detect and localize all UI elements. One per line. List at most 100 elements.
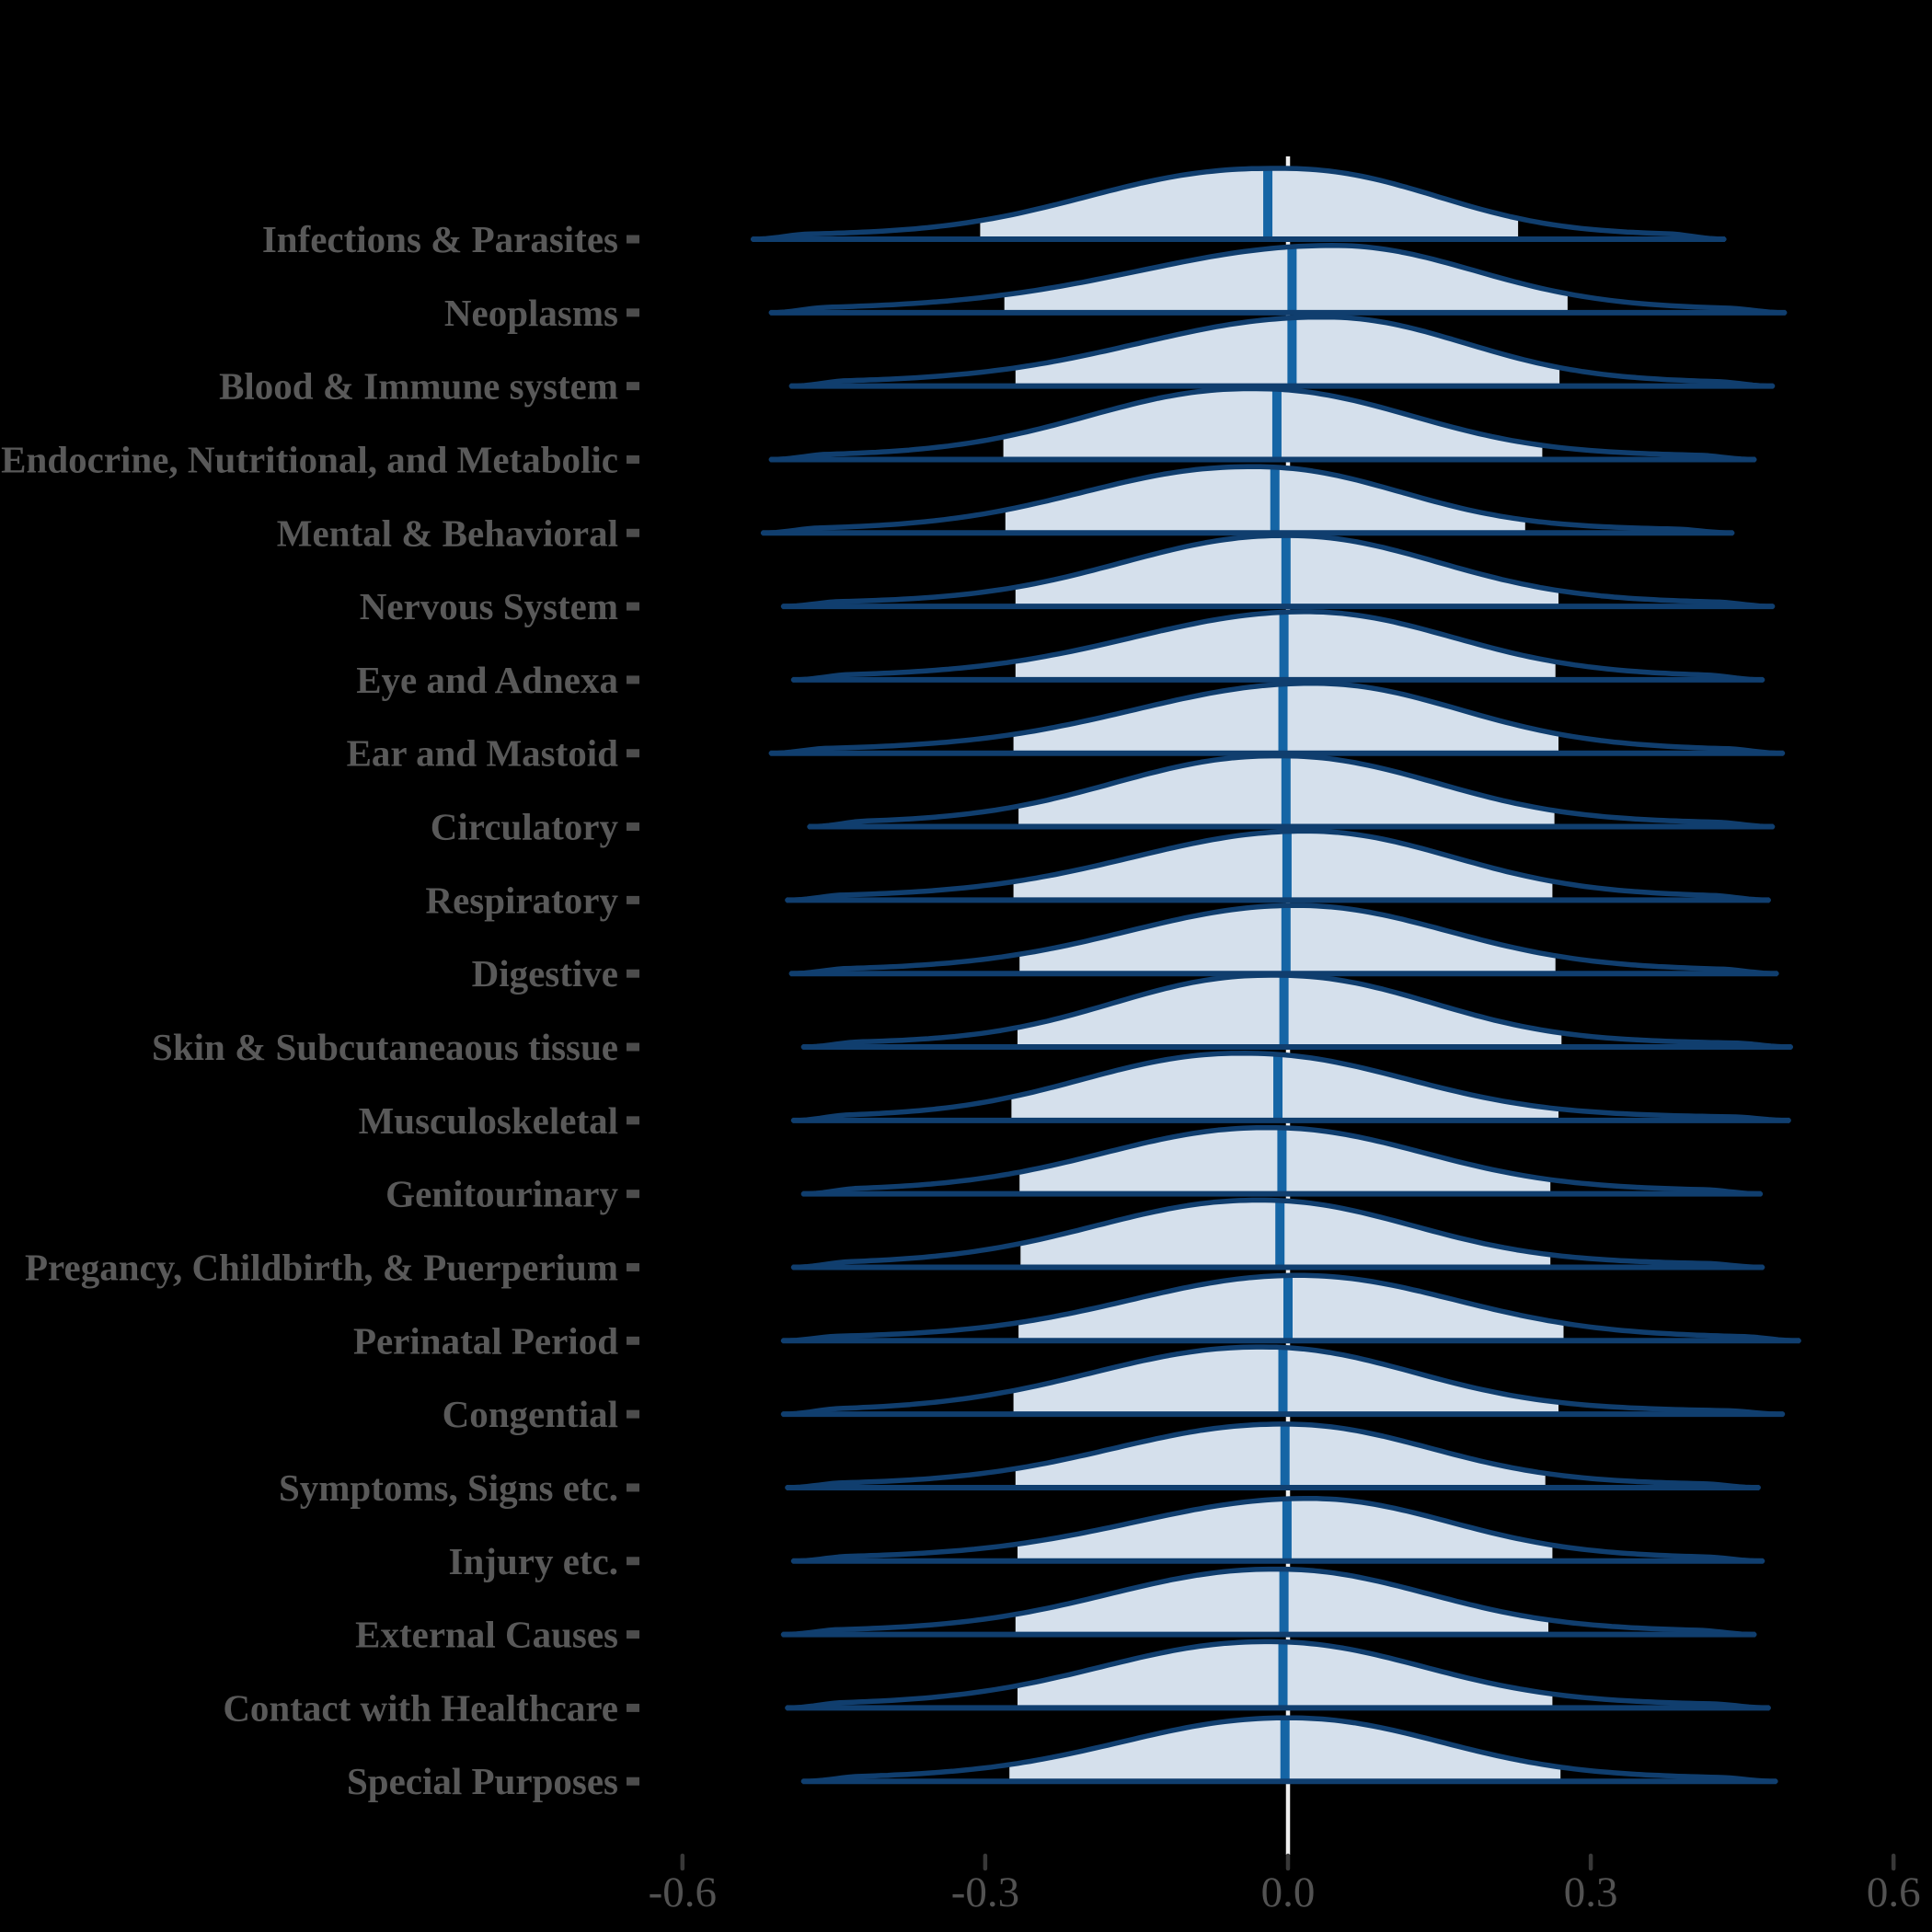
y-axis-label-congential: Congential bbox=[443, 1393, 618, 1435]
y-axis-label-circulatory: Circulatory bbox=[431, 806, 619, 848]
ridge-circulatory bbox=[807, 753, 1776, 830]
y-axis-tick bbox=[627, 1336, 639, 1345]
ridge-special-purposes bbox=[800, 1715, 1778, 1785]
ridge-external-causes bbox=[780, 1566, 1757, 1638]
y-axis-label-infections-parasites: Infections & Parasites bbox=[262, 218, 618, 260]
ridge-infections-parasites bbox=[750, 166, 1727, 242]
y-axis-label-skin-subcutaneaous-tissue: Skin & Subcutaneaous tissue bbox=[152, 1026, 618, 1068]
ridge-skin-subcutaneaous-tissue bbox=[800, 972, 1794, 1051]
y-axis-tick bbox=[627, 1630, 639, 1639]
y-axis-label-special-purposes: Special Purposes bbox=[347, 1760, 618, 1802]
y-axis-label-genitourinary: Genitourinary bbox=[385, 1173, 618, 1215]
y-axis-tick bbox=[627, 675, 639, 684]
y-axis-label-eye-and-adnexa: Eye and Adnexa bbox=[356, 659, 618, 701]
density-outline bbox=[780, 533, 1776, 609]
ridge-symptoms-signs-etc bbox=[785, 1421, 1761, 1490]
ridge-respiratory bbox=[785, 828, 1771, 903]
y-axis-tick bbox=[627, 969, 639, 978]
density-outline bbox=[800, 1124, 1764, 1197]
density-outline bbox=[790, 1197, 1765, 1271]
density-outline bbox=[768, 385, 1757, 463]
y-axis-tick bbox=[627, 528, 639, 537]
y-axis-tick bbox=[627, 1409, 639, 1419]
density-outline bbox=[807, 753, 1776, 830]
y-axis-tick bbox=[627, 235, 639, 244]
y-axis-tick bbox=[627, 1483, 639, 1492]
y-axis-label-perinatal-period: Perinatal Period bbox=[353, 1319, 618, 1362]
density-fill bbox=[1011, 1052, 1558, 1121]
x-axis-tick-label: 0.3 bbox=[1564, 1869, 1618, 1916]
y-axis-tick bbox=[627, 1703, 639, 1712]
y-axis-label-blood-immune-system: Blood & Immune system bbox=[219, 365, 618, 408]
y-axis-label-endocrine-nutritional-and-metabolic: Endocrine, Nutritional, and Metabolic bbox=[1, 438, 618, 480]
y-axis-label-neoplasms: Neoplasms bbox=[444, 292, 618, 334]
y-axis-tick bbox=[627, 602, 639, 611]
ridge-musculoskeletal bbox=[790, 1051, 1791, 1123]
density-outline bbox=[790, 1051, 1791, 1123]
y-axis-label-symptoms-signs-etc: Symptoms, Signs etc. bbox=[279, 1466, 618, 1509]
y-axis-label-injury-etc: Injury etc. bbox=[449, 1540, 618, 1582]
y-axis-label-contact-with-healthcare: Contact with Healthcare bbox=[223, 1686, 618, 1729]
ridge-congential bbox=[780, 1344, 1786, 1418]
density-outline bbox=[760, 464, 1735, 536]
density-outline bbox=[780, 1566, 1757, 1638]
ridge-blood-immune-system bbox=[788, 314, 1776, 389]
ridge-perinatal-period bbox=[780, 1272, 1801, 1344]
y-axis-label-digestive: Digestive bbox=[472, 952, 618, 995]
ridge-mental-behavioral bbox=[760, 464, 1735, 536]
ridge-neoplasms bbox=[768, 243, 1788, 316]
density-outline bbox=[780, 1344, 1786, 1417]
density-outline bbox=[785, 828, 1771, 903]
density-outline bbox=[790, 609, 1765, 683]
density-outline bbox=[750, 166, 1727, 242]
y-axis-label-musculoskeletal: Musculoskeletal bbox=[359, 1099, 618, 1142]
y-axis-tick bbox=[627, 1116, 639, 1125]
ridge-nervous-system bbox=[780, 533, 1776, 610]
density-outline bbox=[800, 1715, 1778, 1784]
y-axis-label-pregancy-childbirth-puerperium: Pregancy, Childbirth, & Puerperium bbox=[25, 1246, 618, 1288]
x-axis-tick-label: 0.6 bbox=[1867, 1869, 1921, 1916]
density-fill bbox=[1004, 245, 1568, 313]
y-axis-tick bbox=[627, 895, 639, 904]
density-outline bbox=[768, 680, 1786, 756]
y-axis-label-ear-and-mastoid: Ear and Mastoid bbox=[347, 732, 619, 775]
y-axis-label-respiratory: Respiratory bbox=[425, 879, 618, 921]
x-axis-tick-label: 0.0 bbox=[1261, 1869, 1316, 1916]
x-axis-tick-label: -0.6 bbox=[649, 1869, 717, 1916]
density-outline bbox=[785, 1639, 1771, 1711]
ridge-genitourinary bbox=[800, 1124, 1764, 1197]
y-axis-label-nervous-system: Nervous System bbox=[360, 585, 618, 627]
y-axis-tick bbox=[627, 749, 639, 758]
ridge-ear-and-mastoid bbox=[768, 680, 1786, 756]
ridge-eye-and-adnexa bbox=[790, 609, 1765, 683]
y-axis-label-external-causes: External Causes bbox=[355, 1614, 618, 1656]
y-axis-tick bbox=[627, 454, 639, 464]
density-outline bbox=[785, 1421, 1761, 1490]
y-axis-tick bbox=[627, 1777, 639, 1786]
density-outline bbox=[768, 243, 1788, 316]
y-axis-tick bbox=[627, 308, 639, 317]
ridge-contact-with-healthcare bbox=[785, 1639, 1771, 1711]
x-axis-tick-label: -0.3 bbox=[951, 1869, 1019, 1916]
density-fill bbox=[1020, 1200, 1551, 1268]
density-outline bbox=[788, 903, 1779, 976]
density-outline bbox=[788, 314, 1776, 389]
y-axis-tick bbox=[627, 1190, 639, 1199]
ridge-endocrine-nutritional-and-metabolic bbox=[768, 385, 1757, 463]
ridge-injury-etc bbox=[790, 1496, 1765, 1564]
ridge-pregancy-childbirth-puerperium bbox=[790, 1197, 1765, 1271]
density-outline bbox=[800, 972, 1794, 1050]
density-outline bbox=[780, 1272, 1801, 1344]
y-axis-tick bbox=[627, 1262, 639, 1271]
density-outline bbox=[790, 1496, 1765, 1564]
y-axis-tick bbox=[627, 822, 639, 832]
density-fill bbox=[980, 168, 1519, 239]
y-axis-label-mental-behavioral: Mental & Behavioral bbox=[277, 512, 618, 554]
y-axis-tick bbox=[627, 1557, 639, 1566]
y-axis-tick bbox=[627, 382, 639, 391]
density-fill bbox=[1005, 466, 1525, 534]
y-axis-tick bbox=[627, 1042, 639, 1052]
